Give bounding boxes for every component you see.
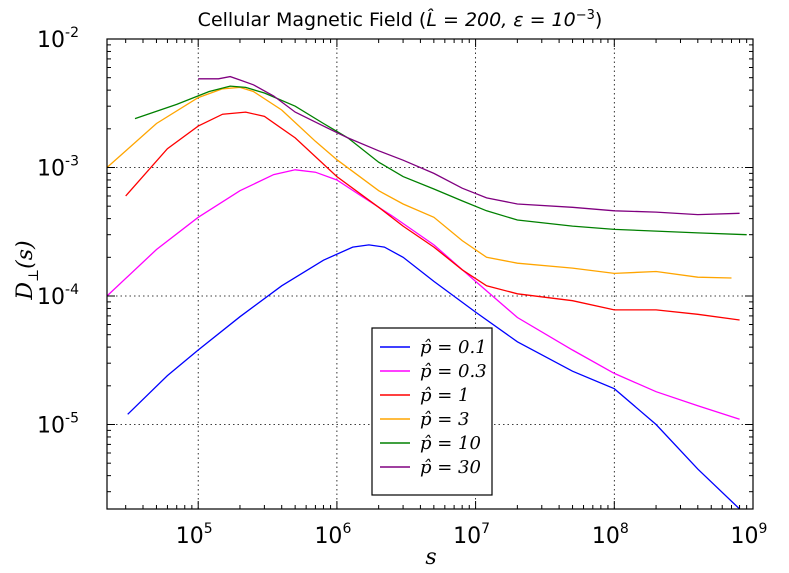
x-tick-labels: 105 106 107 108 109 bbox=[176, 521, 768, 549]
legend: p̂ = 0.1 p̂ = 0.3 p̂ = 1 p̂ = 3 p̂ = 10 p̂ = … bbox=[371, 327, 493, 496]
legend-label-p-1: p̂ = 1 bbox=[420, 385, 470, 406]
legend-label-p-10: p̂ = 10 bbox=[420, 433, 481, 454]
series-group bbox=[106, 75, 747, 510]
series-line-p-0-1 bbox=[127, 244, 741, 510]
chart-title-prefix: Cellular Magnetic Field ( bbox=[198, 9, 427, 31]
x-axis-label: s bbox=[425, 545, 436, 570]
x-tick-exponent: 8 bbox=[620, 521, 629, 537]
x-tick-base: 10 bbox=[453, 524, 481, 549]
y-tick-labels: 10-510-410-310-2 bbox=[37, 25, 79, 439]
y-tick-exponent: -5 bbox=[65, 411, 79, 427]
y-tick-exponent: -4 bbox=[65, 282, 79, 298]
y-tick-label: 10-2 bbox=[37, 25, 79, 53]
legend-label-p-0-3: p̂ = 0.3 bbox=[420, 361, 487, 382]
svg-text:D⊥(s): D⊥(s) bbox=[13, 240, 42, 300]
y-axis-label: D⊥(s) bbox=[13, 240, 42, 300]
legend-label-p-3: p̂ = 3 bbox=[420, 409, 470, 430]
y-axis-label-sub: ⊥ bbox=[26, 269, 42, 282]
y-tick-label: 10-4 bbox=[37, 282, 79, 310]
series-line-p-30 bbox=[198, 75, 740, 216]
y-tick-label: 10-5 bbox=[37, 411, 79, 439]
series-line-p-1 bbox=[125, 111, 740, 321]
x-tick-base: 10 bbox=[731, 524, 759, 549]
y-axis-label-main: D bbox=[13, 282, 38, 301]
x-tick-label: 105 bbox=[176, 521, 213, 549]
x-tick-exponent: 5 bbox=[204, 521, 213, 537]
y-tick-exponent: -2 bbox=[65, 25, 79, 41]
y-tick-base: 10 bbox=[37, 28, 65, 53]
y-tick-base: 10 bbox=[37, 285, 65, 310]
x-tick-base: 10 bbox=[176, 524, 204, 549]
x-tick-exponent: 6 bbox=[342, 521, 351, 537]
chart-title: Cellular Magnetic Field (L̂ = 200, ε = 1… bbox=[198, 8, 603, 31]
x-tick-base: 10 bbox=[314, 524, 342, 549]
plot-area-frame bbox=[106, 38, 754, 510]
y-axis-label-suffix: (s) bbox=[13, 240, 38, 268]
x-tick-label: 106 bbox=[314, 521, 351, 549]
chart-title-math: L̂ = 200, ε = 10 bbox=[426, 9, 575, 31]
x-tick-label: 107 bbox=[453, 521, 490, 549]
series-line-p-3 bbox=[106, 86, 732, 279]
x-tick-exponent: 7 bbox=[481, 521, 490, 537]
y-tick-base: 10 bbox=[37, 157, 65, 182]
x-tick-label: 109 bbox=[731, 521, 768, 549]
svg-text:Cellular Magnetic Field (L̂ =: Cellular Magnetic Field (L̂ = 200, ε = 1… bbox=[198, 8, 603, 31]
series-line-p-10 bbox=[134, 85, 747, 236]
y-tick-exponent: -3 bbox=[65, 154, 79, 170]
x-tick-label: 108 bbox=[592, 521, 629, 549]
y-tick-base: 10 bbox=[37, 414, 65, 439]
y-tick-label: 10-3 bbox=[37, 154, 79, 182]
x-tick-exponent: 9 bbox=[759, 521, 768, 537]
x-tick-base: 10 bbox=[592, 524, 620, 549]
legend-label-p-0-1: p̂ = 0.1 bbox=[420, 337, 487, 358]
axis-ticks bbox=[107, 38, 754, 509]
chart-title-suffix: ) bbox=[595, 9, 602, 31]
chart-title-exponent: −3 bbox=[576, 8, 595, 23]
legend-label-p-30: p̂ = 30 bbox=[420, 457, 481, 478]
